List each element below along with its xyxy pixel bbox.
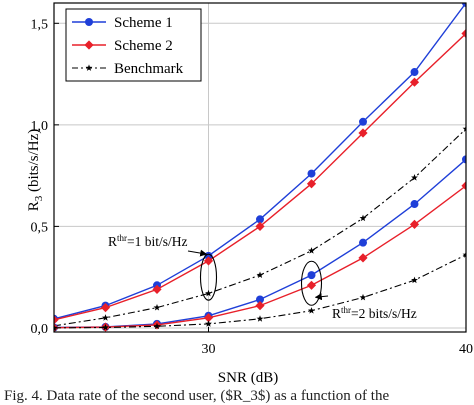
- data-point: [205, 320, 212, 327]
- data-point: [102, 314, 109, 321]
- data-point: [410, 200, 419, 209]
- data-point: [256, 215, 264, 224]
- data-point: [359, 117, 367, 126]
- data-point: [256, 295, 264, 304]
- data-point: [100, 303, 111, 313]
- annotation-main: R: [332, 306, 341, 321]
- annotation-rest: =1 bit/s/Hz: [127, 234, 188, 249]
- legend-marker: [84, 40, 94, 50]
- y-axis-label: R3 (bits/s/Hz): [26, 129, 45, 212]
- data-point: [153, 304, 161, 311]
- data-point: [358, 253, 368, 263]
- y-axis-label-sub: 3: [33, 195, 45, 201]
- data-point: [359, 214, 367, 222]
- y-tick-label: 1,5: [31, 17, 49, 32]
- data-point: [308, 307, 315, 314]
- legend-marker: [85, 64, 93, 71]
- axes: 30 40 0,0 0,5 1,0 1,5: [31, 2, 473, 357]
- data-point: [409, 77, 420, 87]
- data-point: [409, 219, 420, 229]
- data-point: [102, 323, 109, 331]
- legend-marker: [85, 18, 93, 26]
- data-point: [410, 68, 419, 77]
- data-point: [462, 3, 466, 7]
- y-tick-label: 0,0: [31, 322, 49, 337]
- data-point: [307, 169, 316, 178]
- data-point: [461, 181, 466, 191]
- y-tick-label: 1,0: [31, 119, 49, 134]
- data-point: [256, 315, 264, 322]
- data-point: [255, 221, 265, 231]
- data-point: [461, 28, 466, 39]
- annotation-rest: =2 bits/s/Hz: [351, 306, 417, 321]
- data-point: [307, 271, 316, 280]
- x-tick-label: 40: [459, 342, 473, 357]
- data-point: [255, 300, 265, 311]
- legend-item: Benchmark: [72, 61, 184, 77]
- x-axis-label: SNR (dB): [218, 370, 278, 386]
- annotation-sup: thr: [341, 305, 351, 315]
- data-point: [462, 155, 466, 164]
- data-point: [152, 284, 162, 294]
- data-point: [359, 293, 367, 301]
- data-point: [153, 322, 161, 330]
- y-axis-label-unit: (bits/s/Hz): [26, 129, 42, 196]
- data-point: [358, 128, 368, 138]
- annotation-ellipse: [300, 260, 323, 306]
- annotation-ellipse: [199, 253, 218, 301]
- legend-label: Scheme 2: [114, 38, 173, 54]
- annotation-main: R: [108, 234, 117, 249]
- x-tick-label: 30: [202, 342, 216, 357]
- legend: Scheme 1 Scheme 2 Benchmark: [65, 8, 202, 82]
- figure-caption: Fig. 4. Data rate of the second user, ($…: [4, 388, 390, 404]
- data-point: [411, 174, 418, 181]
- data-point: [462, 251, 466, 258]
- legend-item: Scheme 1: [72, 15, 173, 31]
- y-axis-label-main: R: [26, 201, 42, 211]
- data-point: [308, 247, 315, 254]
- annotation-sup: thr: [117, 233, 127, 243]
- series-benchmark: [54, 125, 466, 329]
- plot-frame: [53, 2, 467, 333]
- data-point: [306, 280, 317, 290]
- data-point: [203, 313, 214, 323]
- annotation-arrow: [314, 293, 329, 301]
- annotation-arrow: [187, 249, 208, 257]
- series-scheme-2: [54, 181, 466, 332]
- data-point: [203, 256, 214, 266]
- data-point: [205, 289, 212, 297]
- legend-item: Scheme 2: [72, 38, 173, 54]
- data-point: [306, 179, 317, 189]
- annotation-label-rthr2: Rthr=2 bits/s/Hz: [332, 305, 417, 321]
- data-point: [256, 271, 264, 279]
- data-point: [411, 276, 418, 284]
- series-benchmark: [54, 251, 466, 331]
- data-point: [359, 238, 367, 247]
- legend-label: Scheme 1: [114, 15, 173, 31]
- y-tick-label: 0,5: [31, 220, 49, 235]
- legend-label: Benchmark: [114, 61, 184, 77]
- data-point: [54, 315, 59, 325]
- annotation-label-rthr1: Rthr=1 bit/s/Hz: [108, 233, 188, 249]
- series-scheme-2: [54, 28, 466, 325]
- data-point: [462, 125, 466, 132]
